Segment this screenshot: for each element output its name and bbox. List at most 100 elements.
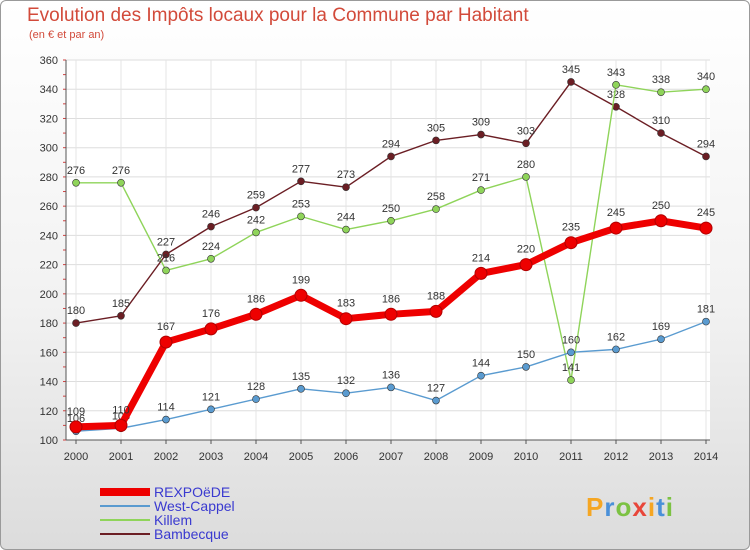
chart-subtitle: (en € et par an)	[29, 29, 105, 41]
data-label-rexpo-de: 110	[112, 404, 130, 416]
y-tick-label: 320	[40, 113, 58, 125]
data-point-bambecque	[522, 139, 530, 148]
data-point-killem	[432, 205, 440, 213]
data-label-killem: 343	[607, 67, 625, 79]
data-label-rexpo-de: 186	[382, 293, 400, 305]
data-point-killem	[117, 178, 125, 187]
data-point-rexpo-de	[339, 312, 353, 326]
data-label-killem: 250	[382, 203, 400, 215]
x-tick-label: 2001	[109, 451, 133, 463]
data-label-killem: 280	[517, 159, 535, 171]
data-label-bambecque: 310	[652, 115, 670, 127]
data-label-west-cappel: 136	[382, 369, 400, 381]
data-label-bambecque: 273	[337, 169, 355, 181]
data-label-west-cappel: 128	[247, 381, 265, 393]
data-point-killem	[252, 228, 260, 237]
x-tick-label: 2009	[469, 451, 493, 463]
data-label-killem: 253	[292, 198, 310, 210]
data-point-rexpo-de	[114, 418, 128, 432]
data-point-bambecque	[477, 130, 485, 139]
data-point-rexpo-de	[294, 288, 308, 302]
data-label-rexpo-de: 214	[472, 252, 490, 264]
data-label-west-cappel: 114	[157, 402, 175, 414]
data-point-killem	[477, 186, 485, 194]
data-point-bambecque	[567, 78, 575, 86]
data-label-rexpo-de: 183	[337, 298, 355, 310]
chart-title: Evolution des Impôts locaux pour la Comm…	[27, 5, 529, 26]
data-point-bambecque	[72, 319, 80, 327]
data-label-bambecque: 277	[292, 163, 310, 175]
x-tick-label: 2003	[199, 451, 223, 463]
data-point-rexpo-de	[159, 335, 173, 349]
y-tick-label: 260	[40, 201, 58, 213]
data-point-bambecque	[657, 129, 665, 137]
data-label-killem: 244	[337, 212, 355, 224]
x-tick-label: 2011	[559, 451, 583, 463]
data-point-killem	[342, 225, 350, 234]
data-point-bambecque	[387, 152, 395, 161]
x-tick-label: 2004	[244, 451, 268, 463]
data-point-west-cappel	[207, 405, 215, 414]
data-label-bambecque: 328	[607, 89, 625, 101]
y-tick-label: 340	[40, 84, 58, 96]
data-point-west-cappel	[387, 383, 395, 392]
data-point-rexpo-de	[699, 221, 713, 235]
data-point-bambecque	[342, 183, 350, 191]
data-point-bambecque	[702, 152, 710, 161]
data-label-bambecque: 309	[472, 117, 490, 129]
y-tick-label: 180	[40, 318, 58, 330]
data-label-bambecque: 305	[427, 122, 445, 134]
data-label-bambecque: 227	[157, 236, 175, 248]
x-tick-label: 2008	[424, 451, 448, 463]
data-label-bambecque: 259	[247, 190, 265, 202]
data-point-rexpo-de	[519, 258, 533, 272]
data-label-killem: 276	[112, 165, 130, 177]
data-point-rexpo-de	[204, 322, 218, 336]
data-label-bambecque: 180	[67, 305, 85, 317]
x-tick-label: 2014	[694, 451, 718, 463]
x-tick-label: 2002	[154, 451, 178, 463]
data-point-west-cappel	[522, 363, 530, 371]
data-label-bambecque: 303	[517, 125, 535, 137]
data-label-rexpo-de: 245	[697, 207, 715, 219]
data-point-bambecque	[252, 203, 260, 212]
data-label-rexpo-de: 109	[67, 406, 85, 418]
data-label-rexpo-de: 167	[157, 321, 175, 333]
data-point-rexpo-de	[69, 420, 83, 434]
data-point-killem	[567, 376, 575, 384]
data-point-west-cappel	[342, 389, 350, 398]
plot-area	[66, 60, 710, 440]
data-label-west-cappel: 132	[337, 375, 355, 387]
data-point-west-cappel	[567, 348, 575, 357]
x-tick-label: 2013	[649, 451, 673, 463]
y-tick-label: 220	[40, 260, 58, 272]
y-tick-label: 280	[40, 172, 58, 184]
x-tick-label: 2006	[334, 451, 358, 463]
data-label-killem: 216	[157, 252, 175, 264]
data-point-bambecque	[297, 177, 305, 186]
x-tick-label: 2005	[289, 451, 313, 463]
y-tick-label: 300	[40, 143, 58, 155]
data-label-rexpo-de: 199	[292, 274, 310, 286]
y-tick-label: 120	[40, 406, 58, 418]
data-point-west-cappel	[657, 335, 665, 343]
data-label-west-cappel: 150	[517, 349, 535, 361]
data-label-west-cappel: 106	[67, 413, 85, 425]
data-point-rexpo-de	[429, 304, 443, 318]
data-label-rexpo-de: 235	[562, 222, 580, 234]
data-point-bambecque	[162, 250, 170, 259]
data-label-rexpo-de: 250	[652, 200, 670, 212]
y-tick-label: 360	[40, 55, 58, 67]
legend-label: REXPOëDE	[154, 484, 231, 500]
x-tick-label: 2010	[514, 451, 538, 463]
data-label-bambecque: 246	[202, 209, 220, 221]
data-label-killem: 242	[247, 214, 265, 226]
data-point-rexpo-de	[474, 266, 488, 280]
data-point-rexpo-de	[249, 307, 263, 321]
data-point-killem	[612, 81, 620, 89]
data-label-killem: 271	[472, 172, 490, 184]
data-point-bambecque	[432, 136, 440, 145]
data-label-killem: 224	[202, 241, 220, 253]
data-point-west-cappel	[612, 345, 620, 354]
